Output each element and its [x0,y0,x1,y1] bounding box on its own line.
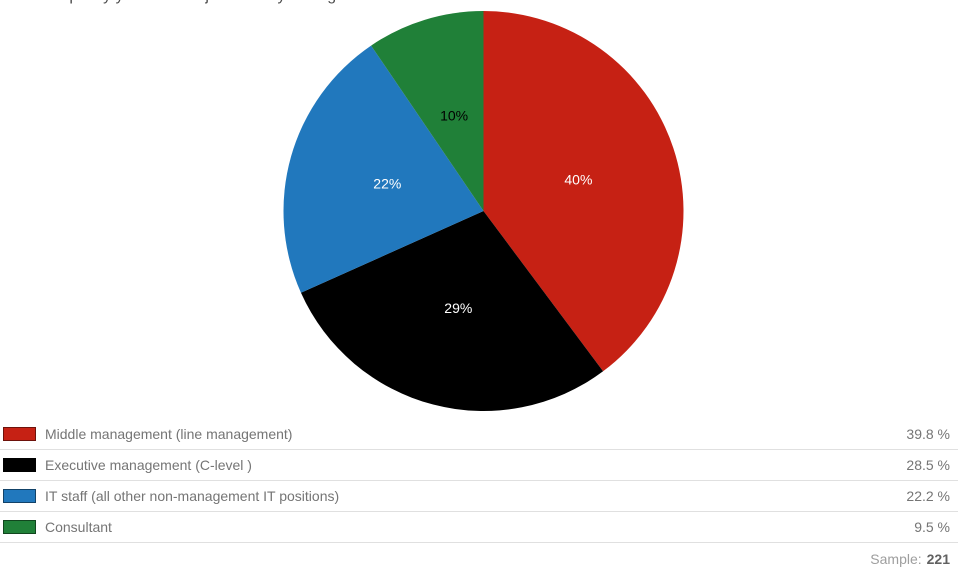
legend-swatch-green [3,520,36,534]
legend-swatch-black [3,458,36,472]
pie-slice-3[interactable] [283,45,484,293]
sample-size-row: Sample: 221 [0,543,958,574]
pie-slice-1[interactable] [483,11,684,372]
legend-value: 39.8 % [906,426,950,442]
pie-slice-4[interactable] [371,11,484,211]
legend-label: Executive management (C-level ) [45,457,252,473]
legend-value: 22.2 % [906,488,950,504]
legend-row-middle-management[interactable]: Middle management (line management) 39.8… [0,419,958,450]
legend-table: Middle management (line management) 39.8… [0,419,958,574]
pie-chart: 40% 29% 22% 10% [283,11,684,411]
legend-value: 9.5 % [914,519,950,535]
legend-label: Consultant [45,519,112,535]
legend-row-consultant[interactable]: Consultant 9.5 % [0,512,958,543]
legend-value: 28.5 % [906,457,950,473]
pie-slice-label: 29% [444,300,472,316]
legend-row-executive-management[interactable]: Executive management (C-level ) 28.5 % [0,450,958,481]
legend-label: IT staff (all other non-management IT po… [45,488,340,504]
legend-swatch-blue [3,489,36,503]
sample-label: Sample: [870,550,922,567]
pie-slice-label: 22% [373,176,401,192]
pie-slice-label: 40% [564,172,592,188]
page-title: Please specify your current job title in… [8,0,958,5]
legend-swatch-red [3,427,36,441]
sample-value: 221 [926,550,950,567]
legend-label: Middle management (line management) [45,426,293,442]
pie-slice-label: 10% [440,107,468,123]
page-title-text: Please specify your current job title in… [8,0,958,5]
legend-row-it-staff[interactable]: IT staff (all other non-management IT po… [0,481,958,512]
pie-slice-2[interactable] [300,211,604,411]
